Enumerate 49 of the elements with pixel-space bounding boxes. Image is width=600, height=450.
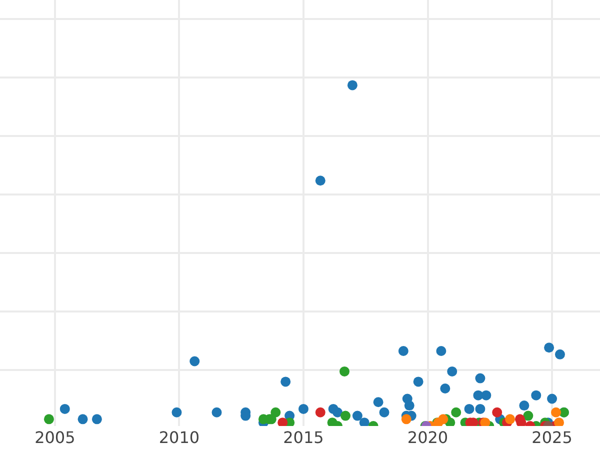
point [554, 418, 564, 426]
point [347, 80, 358, 90]
point [475, 404, 486, 414]
point [398, 346, 408, 356]
point [78, 414, 88, 424]
point [544, 342, 554, 353]
point [280, 376, 291, 387]
point [492, 407, 502, 418]
point [554, 349, 565, 360]
point [481, 390, 492, 400]
point [340, 410, 350, 421]
point [475, 373, 486, 384]
x-tick-label: 2025 [532, 428, 572, 447]
point [551, 407, 562, 418]
point [352, 410, 362, 421]
point [315, 407, 326, 418]
point [92, 414, 102, 424]
point [44, 414, 54, 424]
point [172, 407, 182, 418]
point [436, 346, 446, 356]
point [212, 407, 222, 418]
point [413, 376, 424, 387]
point [505, 414, 516, 424]
point [404, 400, 414, 411]
point [447, 366, 458, 376]
point [440, 384, 450, 394]
point [315, 176, 326, 186]
point [339, 366, 350, 376]
point [516, 418, 526, 426]
point [190, 356, 200, 366]
x-tick-label: 2005 [34, 428, 76, 447]
point [332, 407, 343, 418]
point [379, 407, 390, 418]
x-tick-label: 2015 [283, 428, 324, 447]
point [523, 410, 534, 421]
point [547, 394, 558, 404]
point [531, 390, 542, 400]
point [438, 414, 448, 424]
point [359, 418, 370, 426]
point [373, 397, 384, 408]
x-tick-label: 2010 [158, 428, 200, 447]
x-tick-label: 2020 [407, 428, 448, 447]
point [464, 404, 474, 414]
point [401, 414, 412, 424]
point [451, 407, 462, 418]
point [278, 418, 288, 426]
point [60, 404, 70, 414]
point [298, 404, 308, 414]
point [519, 400, 530, 411]
